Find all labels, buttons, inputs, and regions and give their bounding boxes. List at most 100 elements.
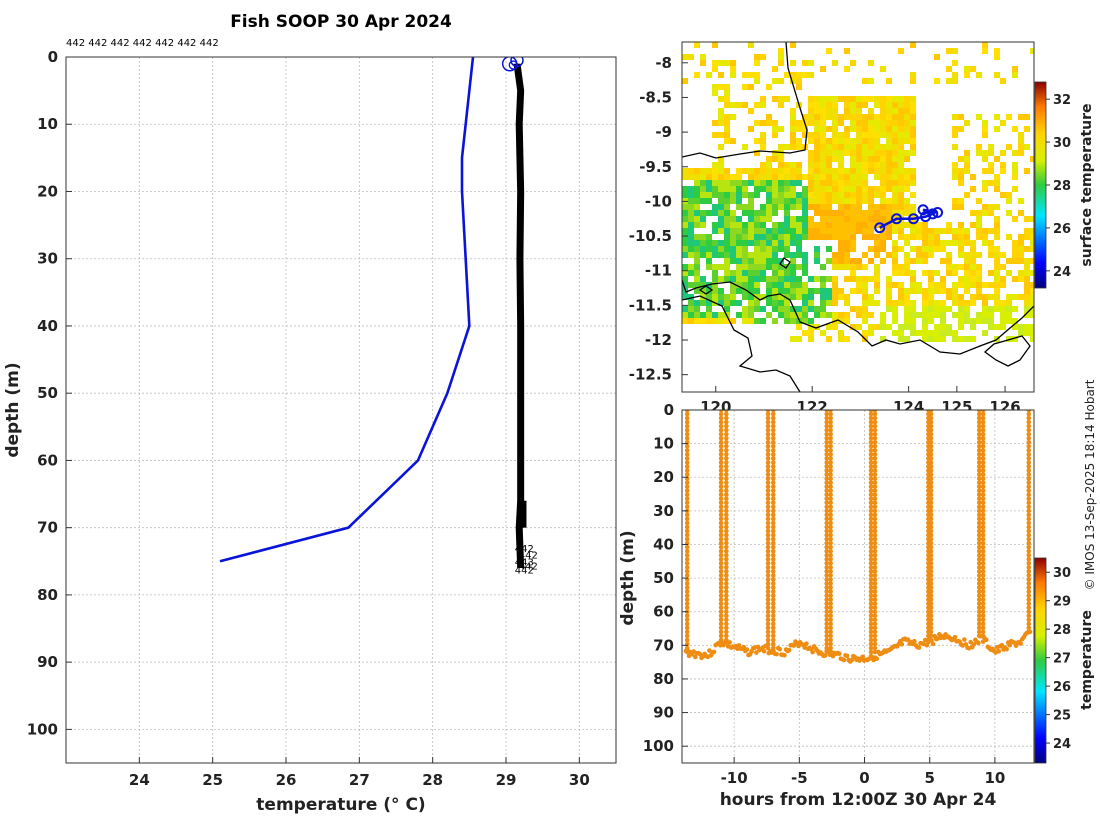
profile-sample-point [828, 556, 833, 562]
sst-pixel [1030, 312, 1034, 318]
sst-pixel [964, 66, 970, 72]
sst-pixel [892, 114, 898, 120]
sst-pixel [958, 336, 964, 342]
profile-sample-point [872, 536, 878, 542]
sst-pixel [994, 300, 1000, 306]
sst-pixel [754, 72, 760, 78]
profile-sample-point [980, 460, 986, 465]
profile-sample-point [1026, 585, 1032, 590]
profile-sample-point [824, 411, 830, 417]
sst-pixel [850, 180, 856, 186]
sst-pixel [736, 288, 742, 294]
profile-sample-point [765, 410, 771, 413]
sst-pixel [958, 168, 964, 174]
sst-pixel [742, 186, 748, 192]
sst-pixel [1012, 174, 1018, 180]
sst-pixel [796, 180, 802, 186]
sst-pixel [952, 336, 958, 342]
sst-pixel [730, 282, 736, 288]
sst-colorbar [1034, 81, 1047, 289]
sst-pixel [964, 282, 970, 288]
sst-pixel [832, 216, 838, 222]
sst-pixel [838, 174, 844, 180]
profile-sample-point [718, 613, 724, 619]
sst-pixel [778, 258, 784, 264]
profile-sample-point [980, 504, 986, 510]
sst-pixel [760, 252, 766, 258]
sst-pixel [964, 336, 970, 342]
sst-pixel [868, 168, 874, 174]
sst-pixel [988, 282, 994, 288]
profile-sample-point [980, 536, 986, 542]
sst-pixel [886, 114, 892, 120]
sst-pixel [820, 144, 826, 150]
sst-pixel [1000, 318, 1006, 324]
sst-pixel [952, 312, 958, 318]
profile-sample-point [980, 621, 986, 627]
sst-pixel [766, 186, 772, 192]
sst-pixel [694, 264, 700, 270]
sst-pixel [1006, 192, 1012, 198]
sst-pixel [724, 186, 730, 192]
sst-pixel [838, 294, 844, 300]
sst-pixel [820, 168, 826, 174]
sst-pixel [682, 306, 688, 312]
profile-sample-point [976, 480, 982, 485]
sst-pixel [784, 252, 790, 258]
sst-pixel [736, 234, 742, 240]
profile-sample-point [684, 456, 690, 461]
sst-pixel [880, 318, 886, 324]
profile-sample-point [724, 544, 729, 550]
profile-sample-point [824, 561, 830, 566]
sst-pixel [958, 276, 964, 282]
sst-pixel [718, 108, 724, 114]
profile-sample-point [718, 577, 724, 582]
profile-sample-point [976, 512, 982, 518]
sst-pixel [820, 234, 826, 240]
profile-x-tick-label: 24 [129, 771, 150, 789]
sst-pixel [898, 96, 904, 102]
sst-pixel [826, 198, 832, 204]
profile-sample-point [1026, 410, 1032, 413]
sst-pixel [730, 210, 736, 216]
sst-pixel [892, 168, 898, 174]
sst-pixel [904, 234, 910, 240]
profile-sample-point [1026, 484, 1032, 489]
profile-sample-point [684, 410, 690, 413]
sst-pixel [1012, 246, 1018, 252]
sst-pixel [790, 264, 796, 270]
sst-pixel [850, 186, 856, 192]
profile-sample-point [770, 504, 776, 510]
sst-pixel [772, 264, 778, 270]
sst-pixel [718, 186, 724, 192]
profile-sample-point [868, 423, 874, 429]
sst-pixel [700, 300, 706, 306]
profile-sample-point [718, 460, 724, 465]
sst-pixel [856, 204, 862, 210]
profile-sample-point [828, 444, 833, 449]
sst-pixel [850, 198, 856, 204]
sst-pixel [718, 174, 724, 180]
profile-sample-point [765, 633, 771, 639]
profile-sample-point [770, 569, 776, 574]
sst-pixel [688, 282, 694, 288]
profile-sample-point [928, 585, 934, 590]
sst-pixel [880, 186, 886, 192]
profile-sample-point [770, 544, 776, 550]
sst-pixel [958, 282, 964, 288]
sst-pixel [784, 282, 790, 288]
sst-pixel [694, 306, 700, 312]
profile-sample-point [868, 468, 874, 473]
sst-pixel [694, 198, 700, 204]
profile-sample-point [928, 512, 934, 518]
sst-pixel [970, 282, 976, 288]
sst-pixel [1012, 216, 1018, 222]
bottom-sample-point [754, 650, 759, 655]
profile-sample-point [765, 480, 771, 485]
profile-sample-point [765, 468, 771, 473]
sst-pixel [814, 144, 820, 150]
profile-sample-point [976, 444, 982, 449]
sst-pixel [742, 294, 748, 300]
map-panel: 120 122 124 125 126-8-8.5-9-9.5-10-10.5-11-1… [629, 41, 1095, 416]
sst-pixel [706, 198, 712, 204]
